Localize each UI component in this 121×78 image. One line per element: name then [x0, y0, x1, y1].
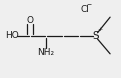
Text: +: +: [97, 27, 102, 32]
Text: Cl: Cl: [80, 5, 89, 14]
Text: HO: HO: [5, 31, 19, 40]
Text: −: −: [87, 1, 92, 6]
Text: NH₂: NH₂: [37, 48, 55, 57]
Text: O: O: [27, 16, 34, 25]
Text: S: S: [92, 31, 99, 41]
